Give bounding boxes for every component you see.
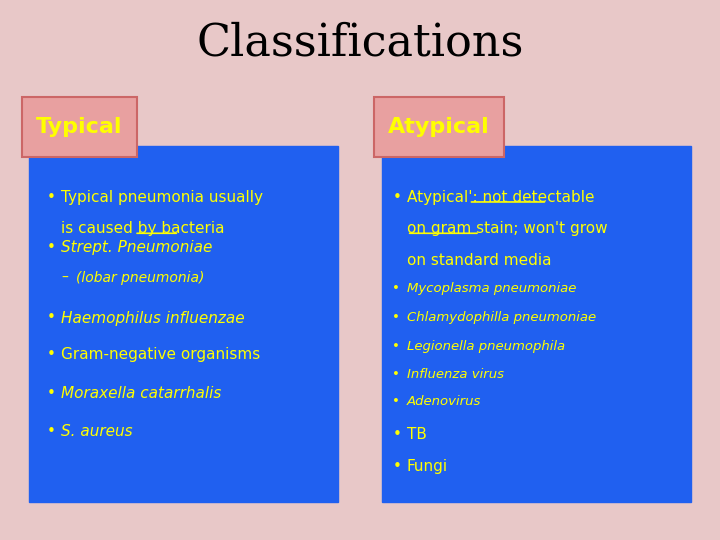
Text: •: •	[392, 340, 400, 353]
Text: •: •	[392, 368, 400, 381]
Text: Mycoplasma pneumoniae: Mycoplasma pneumoniae	[407, 282, 576, 295]
Text: •: •	[47, 240, 55, 255]
Text: Haemophilus influenzae: Haemophilus influenzae	[61, 310, 245, 326]
Text: Typical pneumonia usually: Typical pneumonia usually	[61, 190, 264, 205]
Text: Fungi: Fungi	[407, 459, 448, 474]
Text: •: •	[47, 190, 55, 205]
Text: •: •	[47, 347, 55, 362]
Text: Adenovirus: Adenovirus	[407, 395, 481, 408]
FancyBboxPatch shape	[22, 97, 137, 157]
Text: Moraxella catarrhalis: Moraxella catarrhalis	[61, 386, 222, 401]
Text: (lobar pneumonia): (lobar pneumonia)	[76, 271, 204, 285]
Text: •: •	[392, 190, 401, 205]
Text: •: •	[47, 386, 55, 401]
Text: Gram-negative organisms: Gram-negative organisms	[61, 347, 261, 362]
FancyBboxPatch shape	[382, 146, 691, 502]
Text: Legionella pneumophila: Legionella pneumophila	[407, 340, 565, 353]
Text: on standard media: on standard media	[407, 253, 552, 268]
Text: Classifications: Classifications	[197, 22, 523, 65]
Text: •: •	[47, 310, 55, 326]
Text: •: •	[392, 427, 401, 442]
Text: Typical: Typical	[36, 117, 122, 137]
Text: •: •	[392, 459, 401, 474]
Text: S. aureus: S. aureus	[61, 424, 132, 439]
Text: Chlamydophilla pneumoniae: Chlamydophilla pneumoniae	[407, 310, 596, 323]
Text: is caused by bacteria: is caused by bacteria	[61, 221, 225, 237]
Text: •: •	[47, 424, 55, 439]
Text: Atypical': not detectable: Atypical': not detectable	[407, 190, 594, 205]
Text: •: •	[392, 395, 400, 408]
Text: •: •	[392, 310, 400, 323]
FancyBboxPatch shape	[374, 97, 504, 157]
Text: TB: TB	[407, 427, 427, 442]
FancyBboxPatch shape	[29, 146, 338, 502]
Text: on gram stain; won't grow: on gram stain; won't grow	[407, 221, 608, 237]
Text: Strept. Pneumoniae: Strept. Pneumoniae	[61, 240, 212, 255]
Text: Atypical: Atypical	[388, 117, 490, 137]
Text: Influenza virus: Influenza virus	[407, 368, 504, 381]
Text: •: •	[392, 282, 400, 295]
Text: –: –	[61, 271, 68, 285]
